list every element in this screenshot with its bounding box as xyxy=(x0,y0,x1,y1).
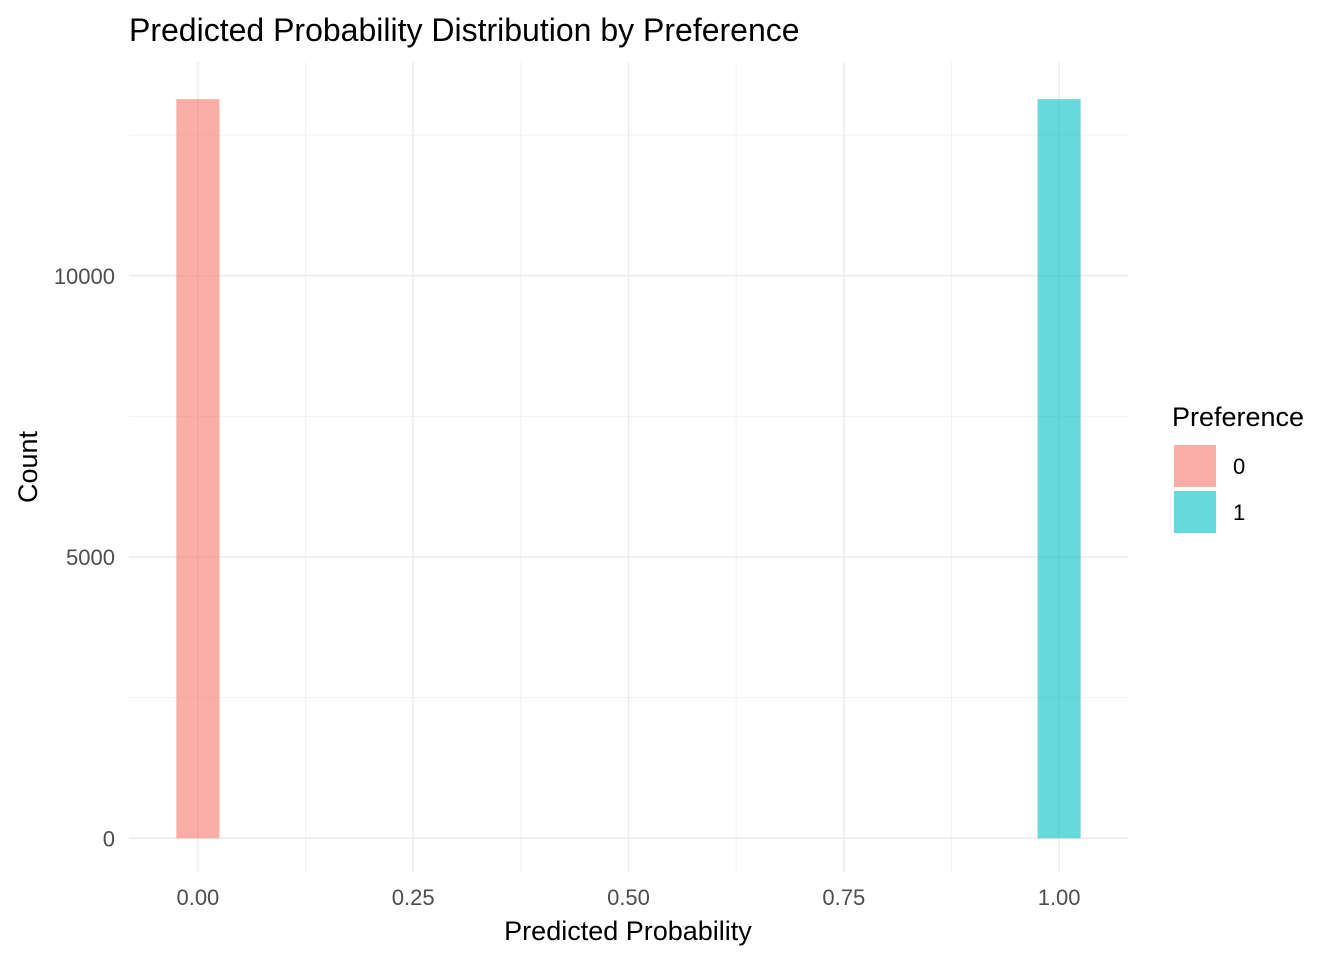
axis-tick-labels: 0.00 0.25 0.50 0.75 1.00 0 5000 10000 xyxy=(54,264,1081,910)
legend-title: Preference xyxy=(1172,402,1304,432)
y-tick-label: 10000 xyxy=(54,264,115,289)
x-tick-label: 0.00 xyxy=(176,885,219,910)
legend-key-0 xyxy=(1174,445,1216,487)
y-tick-label: 5000 xyxy=(66,545,115,570)
x-tick-label: 0.50 xyxy=(607,885,650,910)
grid-lines xyxy=(129,62,1128,872)
legend-label-1: 1 xyxy=(1233,500,1245,525)
x-axis-title: Predicted Probability xyxy=(504,916,752,946)
y-tick-label: 0 xyxy=(103,826,115,851)
histogram-bar-preference-0 xyxy=(176,99,220,839)
legend-items: 01 xyxy=(1174,445,1245,533)
x-tick-label: 0.75 xyxy=(822,885,865,910)
chart-title: Predicted Probability Distribution by Pr… xyxy=(129,12,800,48)
legend-label-0: 0 xyxy=(1233,454,1245,479)
legend: Preference 01 xyxy=(1172,402,1304,533)
x-tick-label: 1.00 xyxy=(1038,885,1081,910)
x-tick-label: 0.25 xyxy=(392,885,435,910)
histogram-bar-preference-1 xyxy=(1037,99,1081,839)
legend-key-1 xyxy=(1174,491,1216,533)
histogram-bars xyxy=(176,99,1081,839)
y-axis-title: Count xyxy=(13,430,43,503)
